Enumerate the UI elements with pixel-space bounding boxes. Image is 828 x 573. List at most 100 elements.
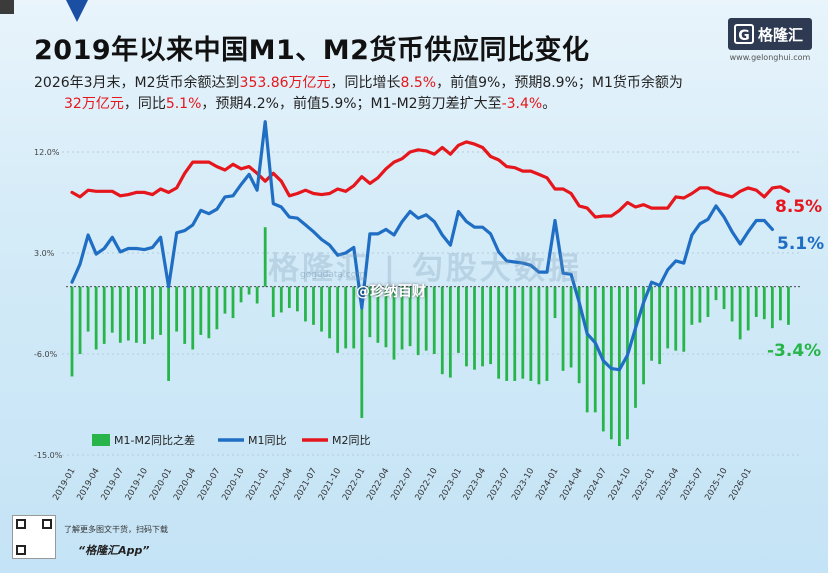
diff-bar (126, 286, 130, 341)
corner-mark (0, 0, 14, 14)
diff-bar (473, 286, 476, 370)
x-tick-label: 2025-04 (655, 467, 681, 503)
subtitle-text: ，前值9%，预期8.9%；M1货币余额为 (436, 75, 683, 91)
x-tick-label: 2021-07 (293, 467, 319, 503)
x-tick-label: 2019-01 (51, 467, 77, 503)
diff-bar (320, 286, 323, 332)
x-tick-label: 2023-10 (510, 467, 536, 503)
diff-bar (690, 286, 694, 325)
watermark-url: gogudata.com (300, 270, 365, 280)
diff-bar (762, 286, 766, 320)
diff-bar (215, 286, 219, 330)
diff-bar (593, 286, 597, 413)
diff-bar (529, 286, 533, 381)
diff-bar (247, 286, 251, 295)
diff-bar (416, 286, 420, 356)
diff-bar (513, 286, 517, 381)
subtitle-highlight: 32万亿元 (64, 96, 124, 112)
diff-bar (143, 286, 146, 344)
subtitle-text: ，同比 (123, 96, 166, 112)
diff-bar (135, 286, 138, 343)
diff-bar (553, 286, 557, 319)
subtitle-highlight: -3.4% (501, 96, 543, 112)
subtitle-text: ，预期4.2%，前值5.9%；M1-M2剪刀差扩大至 (201, 96, 502, 112)
diff-bar (296, 286, 299, 312)
x-tick-label: 2020-04 (172, 467, 198, 503)
x-tick-label: 2022-10 (413, 467, 439, 503)
x-tick-label: 2022-01 (341, 467, 367, 503)
diff-bar (336, 286, 340, 353)
subtitle-highlight: 5.1% (165, 96, 202, 112)
diff-bar (352, 286, 356, 349)
diff-bar (360, 286, 364, 418)
x-tick-label: 2025-07 (679, 467, 705, 503)
header-accent-triangle (66, 0, 88, 22)
diff-bar (271, 286, 275, 317)
diff-bar (239, 286, 243, 303)
brand-url: www.gelonghui.com (729, 53, 811, 62)
diff-bar (263, 227, 267, 287)
diff-bar (207, 286, 211, 339)
chart-title: 2019年以来中国M1、M2货币供应同比变化 (34, 35, 590, 66)
diff-bar (650, 286, 653, 361)
diff-bar (569, 286, 573, 368)
legend-label: M2同比 (332, 434, 371, 447)
m2-line (70, 140, 791, 219)
diff-bar (674, 286, 678, 351)
legend-label: M1-M2同比之差 (114, 433, 195, 447)
x-tick-label: 2019-04 (75, 467, 101, 503)
diff-bar (618, 286, 621, 447)
x-tick-label: 2026-01 (727, 467, 753, 503)
diff-bar (368, 286, 372, 338)
diff-bar (489, 286, 492, 365)
x-tick-label: 2020-10 (220, 467, 246, 503)
diff-bar (223, 286, 227, 314)
diff-bar (424, 286, 428, 351)
diff-bar (722, 286, 726, 310)
subtitle-text: 。 (542, 96, 557, 112)
diff-bar (287, 286, 291, 308)
diff-bar (545, 286, 549, 381)
x-tick-label: 2024-10 (607, 467, 633, 503)
y-tick-label: 3.0% (34, 249, 55, 258)
x-tick-label: 2023-07 (486, 467, 512, 503)
diff-bar (102, 286, 106, 344)
x-tick-label: 2025-01 (631, 467, 657, 503)
diff-bar (634, 286, 637, 408)
diff-bar (770, 286, 774, 329)
x-tick-label: 2022-04 (365, 467, 391, 503)
diff-bar (609, 286, 613, 440)
x-tick-label: 2022-07 (389, 467, 415, 503)
x-tick-label: 2025-10 (703, 467, 729, 503)
diff-bar (432, 286, 436, 354)
diff-bar (448, 286, 452, 378)
diff-bar (118, 286, 122, 343)
diff-bar (86, 286, 90, 332)
diff-bar (279, 286, 283, 313)
subtitle-line-2: 32万亿元，同比5.1%，预期4.2%，前值5.9%；M1-M2剪刀差扩大至-3… (64, 93, 724, 113)
qr-finder-icon (42, 519, 52, 529)
diff-bar (658, 286, 662, 365)
subtitle-text: ，同比增长 (330, 75, 401, 91)
diff-bar (682, 286, 686, 352)
diff-bar (787, 286, 790, 325)
subtitle-line-1: 2026年3月末，M2货币余额达到353.86万亿元，同比增长8.5%，前值9%… (34, 72, 694, 92)
legend-swatch-diff (92, 434, 110, 446)
qr-finder-icon (16, 519, 26, 529)
diff-bar (376, 286, 380, 343)
qr-code[interactable] (12, 515, 56, 559)
diff-bar (70, 286, 74, 377)
logo-text: 格隆汇 (758, 25, 804, 44)
x-tick-label: 2024-04 (558, 467, 584, 503)
x-tick-label: 2020-07 (196, 467, 222, 503)
diff-bar (159, 286, 162, 335)
y-tick-label: -15.0% (34, 451, 63, 460)
footer-tip: 了解更多图文干货，扫码下载 (64, 525, 168, 534)
x-tick-label: 2021-04 (269, 467, 295, 503)
x-tick-label: 2024-07 (582, 467, 608, 503)
diff-bar (231, 286, 235, 319)
diff-bar (642, 286, 645, 385)
diff-bar (304, 286, 307, 322)
footer-app-name: “格隆汇App” (78, 544, 150, 557)
